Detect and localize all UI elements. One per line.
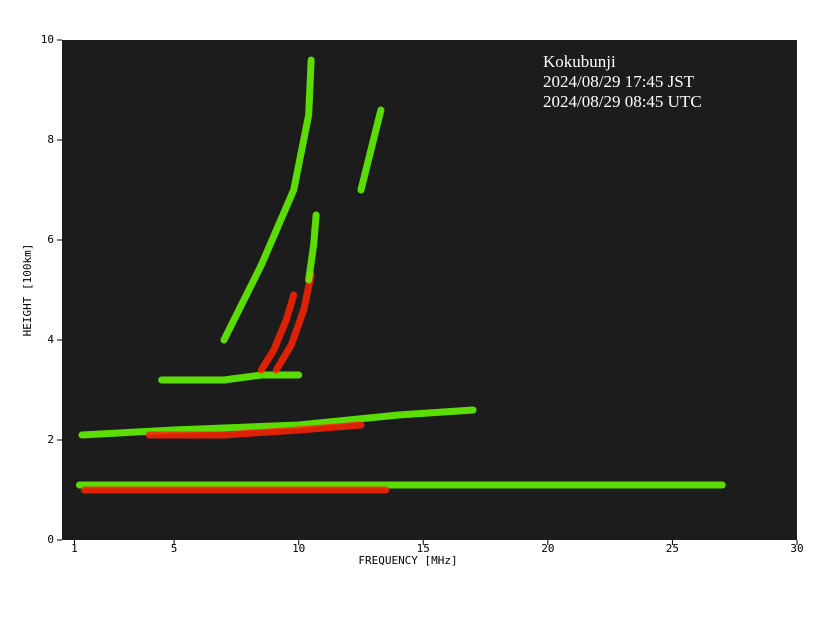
time-jst: 2024/08/29 17:45 JST <box>543 72 695 91</box>
echo-trace <box>145 421 365 439</box>
x-tick-label: 1 <box>71 542 78 555</box>
y-tick-label: 8 <box>47 133 54 146</box>
y-axis-label: HEIGHT [100km] <box>21 244 34 337</box>
y-tick-label: 4 <box>47 333 54 346</box>
x-tick-label: 10 <box>292 542 305 555</box>
y-tick-label: 6 <box>47 233 54 246</box>
echo-trace <box>357 106 385 194</box>
station-label: Kokubunji <box>543 52 616 71</box>
y-tick-label: 10 <box>41 33 54 46</box>
x-axis-label: FREQUENCY [MHz] <box>358 554 457 567</box>
echo-trace <box>220 56 315 344</box>
traces <box>75 56 726 494</box>
echo-trace <box>272 271 315 374</box>
echo-trace <box>78 406 477 439</box>
x-tick-label: 20 <box>541 542 554 555</box>
echo-trace <box>257 291 298 374</box>
time-utc: 2024/08/29 08:45 UTC <box>543 92 702 111</box>
echo-trace <box>305 211 320 284</box>
plot-area <box>62 40 797 540</box>
x-tick-label: 5 <box>171 542 178 555</box>
y-tick-label: 2 <box>47 433 54 446</box>
y-tick-label: 0 <box>47 533 54 546</box>
x-tick-label: 15 <box>417 542 430 555</box>
echo-trace <box>158 371 303 384</box>
x-tick-label: 25 <box>666 542 679 555</box>
x-tick-label: 30 <box>790 542 803 555</box>
